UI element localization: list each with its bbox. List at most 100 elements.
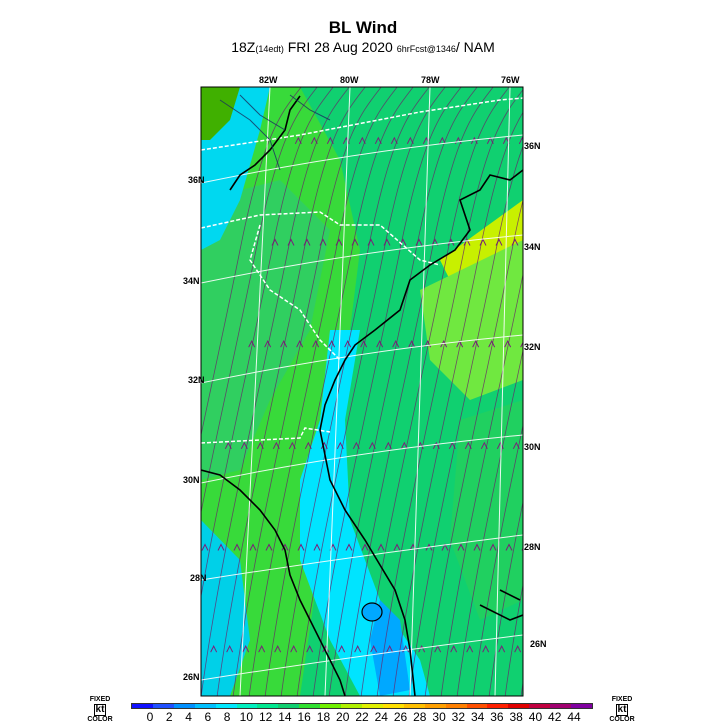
wind-arrow [561, 443, 567, 449]
wind-arrow [249, 543, 257, 551]
wind-arrow [695, 138, 701, 144]
lat-label-left-30n: 30N [183, 475, 200, 485]
legend-tick: 28 [413, 710, 427, 724]
map-subtitle: 18Z(14edt) FRI 28 Aug 2020 6hrFcst@1346/… [0, 39, 726, 55]
wind-arrow [567, 138, 573, 144]
legend-tick: 38 [509, 710, 523, 724]
wind-arrow [345, 543, 353, 551]
legend-left-kt: kt [93, 704, 107, 716]
legend-tick: 8 [223, 710, 231, 724]
streamline [440, 272, 523, 696]
coastline [201, 95, 523, 696]
wind-arrow [520, 341, 523, 348]
wind-arrow [488, 340, 496, 348]
wind-arrow [210, 645, 218, 653]
lake-okeechobee [361, 602, 383, 622]
lon-label-76w: 76W [501, 75, 520, 85]
wind-arrow [296, 340, 304, 348]
wind-arrow [672, 240, 678, 246]
wind-arrow [274, 645, 282, 653]
wind-arrow [242, 645, 250, 653]
wind-arrow [280, 340, 288, 348]
lat-label-left-36n: 36N [188, 175, 205, 185]
graticule [201, 87, 523, 696]
streamline [248, 87, 398, 696]
wind-arrow [392, 340, 400, 348]
legend-tick: 32 [451, 710, 466, 724]
wind-arrow [577, 443, 583, 449]
wind-arrow [440, 340, 448, 348]
streamline [550, 60, 720, 720]
legend-tick-labels: 0 2 4 6 8 10 12 14 16 18 20 22 24 26 28 30 32 34 36 38 40 42 4… [131, 710, 593, 724]
terrain-contours [219, 94, 331, 171]
legend-tick: 2 [165, 710, 173, 724]
legend-tick: 14 [278, 710, 292, 724]
streamline [520, 680, 523, 696]
moderate-wind-area [420, 240, 523, 400]
legend-swatch [361, 704, 383, 708]
legend-swatch [152, 704, 174, 708]
wind-arrow [579, 646, 585, 652]
gulf-calm-area [201, 520, 250, 696]
wind-arrow [179, 646, 185, 652]
streamline [201, 87, 302, 437]
wind-arrow [306, 645, 314, 653]
legend-left-units: FIXED kt COLOR [85, 696, 115, 724]
wind-arrow [248, 340, 256, 348]
map-title: BL Wind [328, 18, 398, 37]
legend-swatch [571, 704, 592, 708]
wind-arrow [553, 341, 559, 347]
wind-arrow [617, 341, 623, 347]
streamline [264, 87, 414, 696]
wind-arrow [297, 543, 305, 551]
legend-swatch [445, 704, 467, 708]
wind-arrow [608, 240, 614, 246]
legend-tick: 0 [146, 710, 154, 724]
legend-swatch [132, 704, 153, 708]
wind-arrow [602, 545, 608, 551]
streamline [504, 582, 523, 696]
wind-arrow [360, 340, 368, 348]
lat-label-right-36n: 36N [524, 141, 541, 151]
local-time: (14edt) [255, 44, 284, 54]
lat-label-right-30n: 30N [524, 442, 541, 452]
wind-arrow [505, 543, 513, 551]
slash-sep: / [455, 39, 460, 55]
wind-arrow [418, 645, 426, 653]
legend-swatch [320, 704, 342, 708]
legend-swatch [508, 704, 530, 708]
lon-label-80w: 80W [340, 75, 359, 85]
wind-arrow [631, 138, 637, 144]
wind-arrow [258, 645, 266, 653]
legend-tick: 44 [567, 710, 581, 724]
nw-wind-area [201, 87, 240, 140]
lat-label-right-28n: 28N [524, 542, 541, 552]
legend-swatch [194, 704, 216, 708]
wind-arrow [560, 240, 566, 246]
legend-swatch [424, 704, 446, 708]
wind-arrow [312, 340, 320, 348]
lon-label-78w: 78W [421, 75, 440, 85]
wind-arrow [201, 543, 209, 551]
wind-arrow [570, 545, 576, 551]
legend-tick: 10 [239, 710, 254, 724]
wind-arrow [264, 340, 272, 348]
legend-tick: 12 [258, 710, 273, 724]
streamline [408, 145, 523, 696]
legend-swatch [299, 704, 321, 708]
streamline [216, 87, 366, 696]
lat-label-right-32n: 32N [524, 342, 541, 352]
inland-wind-field [201, 180, 330, 480]
wind-arrow [393, 543, 401, 551]
legend-right-kt: kt [615, 704, 629, 716]
legend-swatch [529, 704, 551, 708]
legend-tick: 34 [470, 710, 485, 724]
wind-arrow [361, 543, 369, 551]
wind-arrow [313, 543, 321, 551]
streamline [201, 87, 318, 515]
wind-arrow [322, 645, 330, 653]
streamline [392, 111, 523, 696]
wind-arrow [544, 240, 550, 246]
